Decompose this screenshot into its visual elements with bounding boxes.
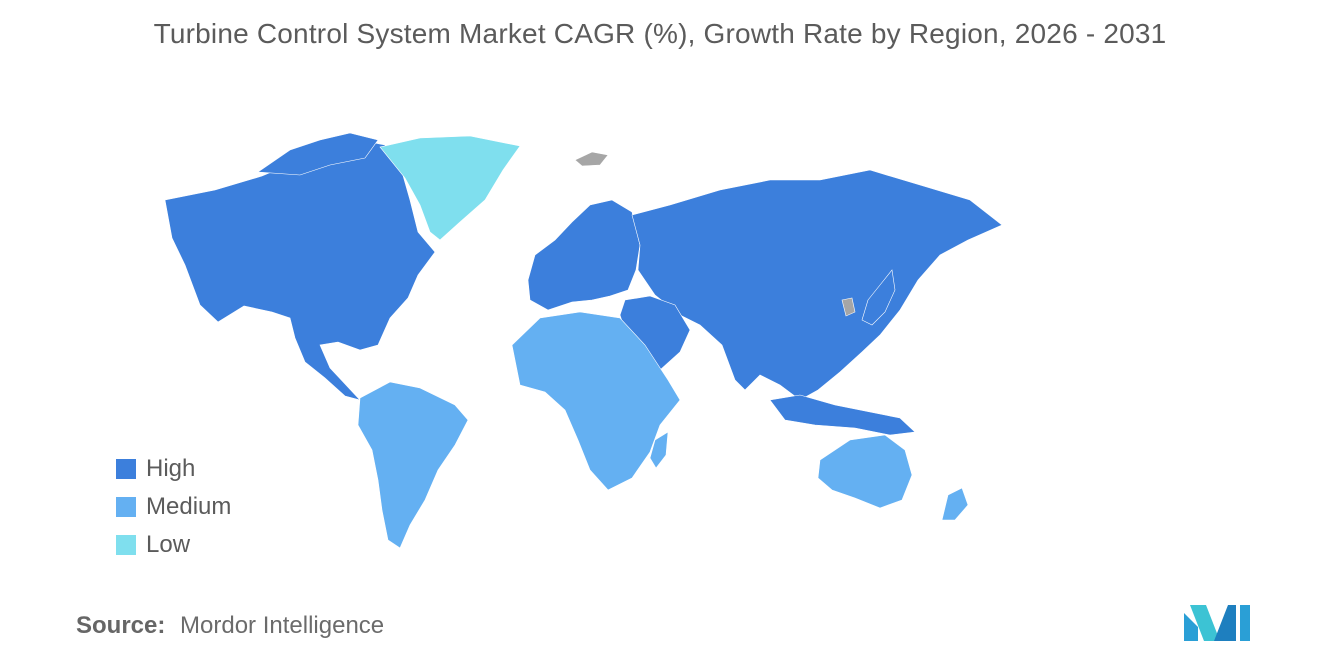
legend-item-low: Low bbox=[116, 526, 231, 564]
source-value: Mordor Intelligence bbox=[180, 612, 385, 639]
region-japan bbox=[861, 269, 896, 326]
chart-title: Turbine Control System Market CAGR (%), … bbox=[153, 18, 1167, 49]
region-no-data-korea bbox=[841, 297, 856, 317]
region-greenland bbox=[379, 135, 521, 241]
source-line: Source: Mordor Intelligence bbox=[76, 612, 384, 640]
legend-item-high: High bbox=[116, 450, 231, 488]
legend-label-high: High bbox=[146, 455, 196, 482]
mordor-logo-icon bbox=[1184, 605, 1250, 641]
region-australia bbox=[817, 434, 913, 509]
region-europe bbox=[527, 199, 641, 311]
legend: High Medium Low bbox=[116, 450, 231, 564]
legend-swatch-low bbox=[116, 535, 136, 555]
legend-label-low: Low bbox=[146, 531, 191, 558]
region-south-america bbox=[357, 381, 469, 549]
region-se-asia-islands bbox=[769, 394, 916, 436]
legend-swatch-medium bbox=[116, 497, 136, 517]
region-north-america bbox=[164, 139, 436, 401]
region-asia bbox=[631, 169, 1003, 401]
region-no-data-svalbard bbox=[574, 151, 609, 167]
region-madagascar bbox=[649, 431, 669, 469]
region-new-zealand bbox=[941, 487, 969, 521]
legend-swatch-high bbox=[116, 459, 136, 479]
region-africa bbox=[511, 311, 681, 491]
legend-label-medium: Medium bbox=[146, 493, 232, 520]
region-arctic-islands bbox=[257, 132, 379, 176]
legend-item-medium: Medium bbox=[116, 488, 231, 526]
source-label: Source: bbox=[76, 612, 166, 639]
